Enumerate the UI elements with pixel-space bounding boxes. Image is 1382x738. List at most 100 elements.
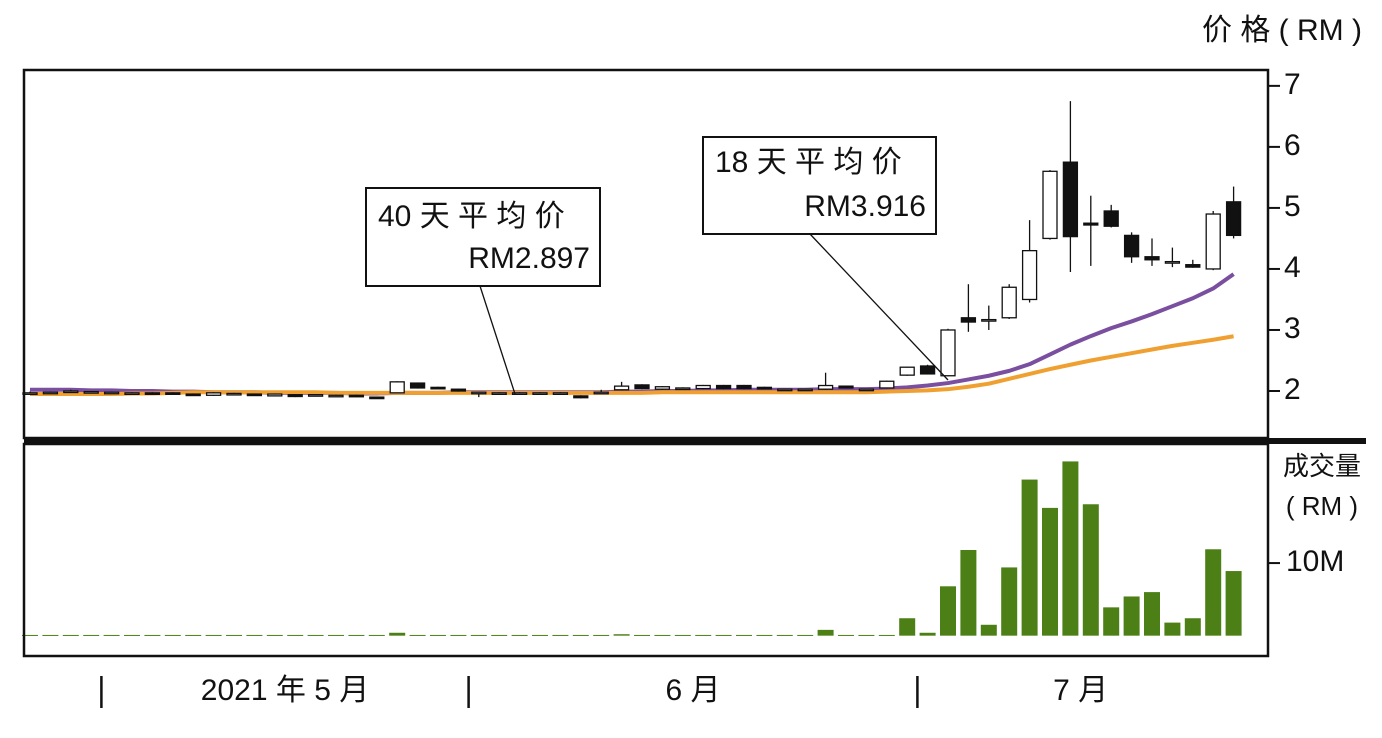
volume-bar <box>42 634 59 636</box>
volume-bar <box>185 634 202 636</box>
candle-body <box>1205 213 1221 270</box>
candle-body <box>328 394 344 398</box>
candle-body <box>919 365 936 375</box>
volume-bar <box>1103 607 1120 636</box>
candle-body <box>593 391 609 395</box>
candle-body <box>430 386 446 390</box>
volume-bar <box>144 634 161 636</box>
candle-body <box>83 390 99 394</box>
y-tick-label: 6 <box>1284 129 1301 162</box>
y-tick-label: 5 <box>1284 190 1301 223</box>
candle-body <box>1185 264 1201 268</box>
candle-body <box>226 392 242 396</box>
candle-body <box>185 393 201 397</box>
candle-body <box>573 395 589 399</box>
volume-bar <box>715 634 732 636</box>
candle-body <box>858 388 875 392</box>
volume-bar <box>838 634 854 636</box>
volume-bar <box>511 634 528 636</box>
period-label: 7 月 <box>1053 674 1108 707</box>
volume-bar <box>572 634 589 636</box>
volume-bar <box>552 634 569 636</box>
volume-bar <box>532 634 548 636</box>
annotation-text: RM3.916 <box>804 190 926 223</box>
volume-bar <box>1062 461 1079 636</box>
candle-body <box>797 388 813 392</box>
volume-bar <box>1164 622 1181 636</box>
annotation-box <box>365 187 601 287</box>
volume-bar <box>368 634 385 636</box>
candle-body <box>389 381 405 394</box>
candle-body <box>511 392 528 395</box>
price-axis-label: 价 格 ( RM ) <box>1202 14 1362 47</box>
volume-bar <box>430 634 446 636</box>
candle-body <box>675 387 691 391</box>
volume-bar <box>980 624 997 636</box>
candle-body <box>348 394 365 398</box>
volume-bar <box>1144 592 1160 636</box>
moving-average-line <box>30 334 1234 397</box>
candle-body <box>981 318 997 322</box>
candle-body <box>409 382 426 389</box>
volume-bar <box>450 634 467 636</box>
candle-body <box>777 388 793 392</box>
volume-bar <box>776 634 793 636</box>
candle-body <box>1164 260 1181 264</box>
volume-bar <box>899 618 916 636</box>
annotation-text: 40 天 平 均 价 <box>378 200 565 233</box>
volume-bar <box>940 586 956 636</box>
period-label: 2021 年 5 月 <box>201 674 369 707</box>
volume-bar <box>634 634 650 636</box>
y-tick-label: 2 <box>1284 373 1301 406</box>
volume-bar <box>287 634 304 636</box>
candle-body <box>838 385 854 389</box>
volume-bar <box>613 634 630 636</box>
candle-body <box>246 393 263 397</box>
volume-bar <box>103 634 120 636</box>
volume-bar <box>205 634 222 636</box>
candle-body <box>103 391 120 395</box>
candle-body <box>124 392 140 395</box>
volume-bar <box>593 634 610 636</box>
volume-bar <box>1123 596 1140 636</box>
volume-bar <box>389 632 406 636</box>
candle-body <box>450 388 467 392</box>
volume-bar <box>756 634 773 636</box>
volume-bar <box>164 634 181 636</box>
volume-bar <box>491 634 508 636</box>
candle-body <box>715 384 732 390</box>
volume-bar <box>246 634 263 636</box>
volume-bar <box>1205 549 1222 636</box>
annotation: 18 天 平 均 价 RM3.916 <box>702 136 949 381</box>
volume-bar <box>226 634 242 636</box>
candle-body <box>1042 170 1058 240</box>
volume-bar <box>62 634 79 636</box>
candle-body <box>267 393 283 397</box>
candle-body <box>634 384 650 390</box>
volume-bar <box>736 634 752 636</box>
volume-bar <box>124 634 140 636</box>
volume-bar <box>674 634 691 636</box>
candle-body <box>1225 201 1242 237</box>
annotation-text: 18 天 平 均 价 <box>715 146 902 179</box>
candle-body <box>287 394 303 398</box>
annotation-text: RM2.897 <box>468 242 590 275</box>
candle-body <box>1021 249 1038 301</box>
volume-bar <box>307 634 324 636</box>
candle-body <box>1103 210 1119 227</box>
leader-line <box>809 233 949 381</box>
volume-axis-label: 成交量 <box>1283 451 1361 481</box>
volume-bar <box>348 634 365 636</box>
volume-bar <box>1021 479 1038 636</box>
volume-bar <box>1042 507 1058 636</box>
volume-bar <box>266 634 283 636</box>
volume-bar <box>960 550 977 636</box>
candle-body <box>532 392 548 395</box>
candle-body <box>552 392 569 395</box>
volume-bar <box>328 634 344 636</box>
candle-body <box>1083 222 1099 226</box>
y-tick-label: 4 <box>1284 251 1301 284</box>
candle-body <box>165 392 181 395</box>
candle-body <box>1144 256 1160 261</box>
